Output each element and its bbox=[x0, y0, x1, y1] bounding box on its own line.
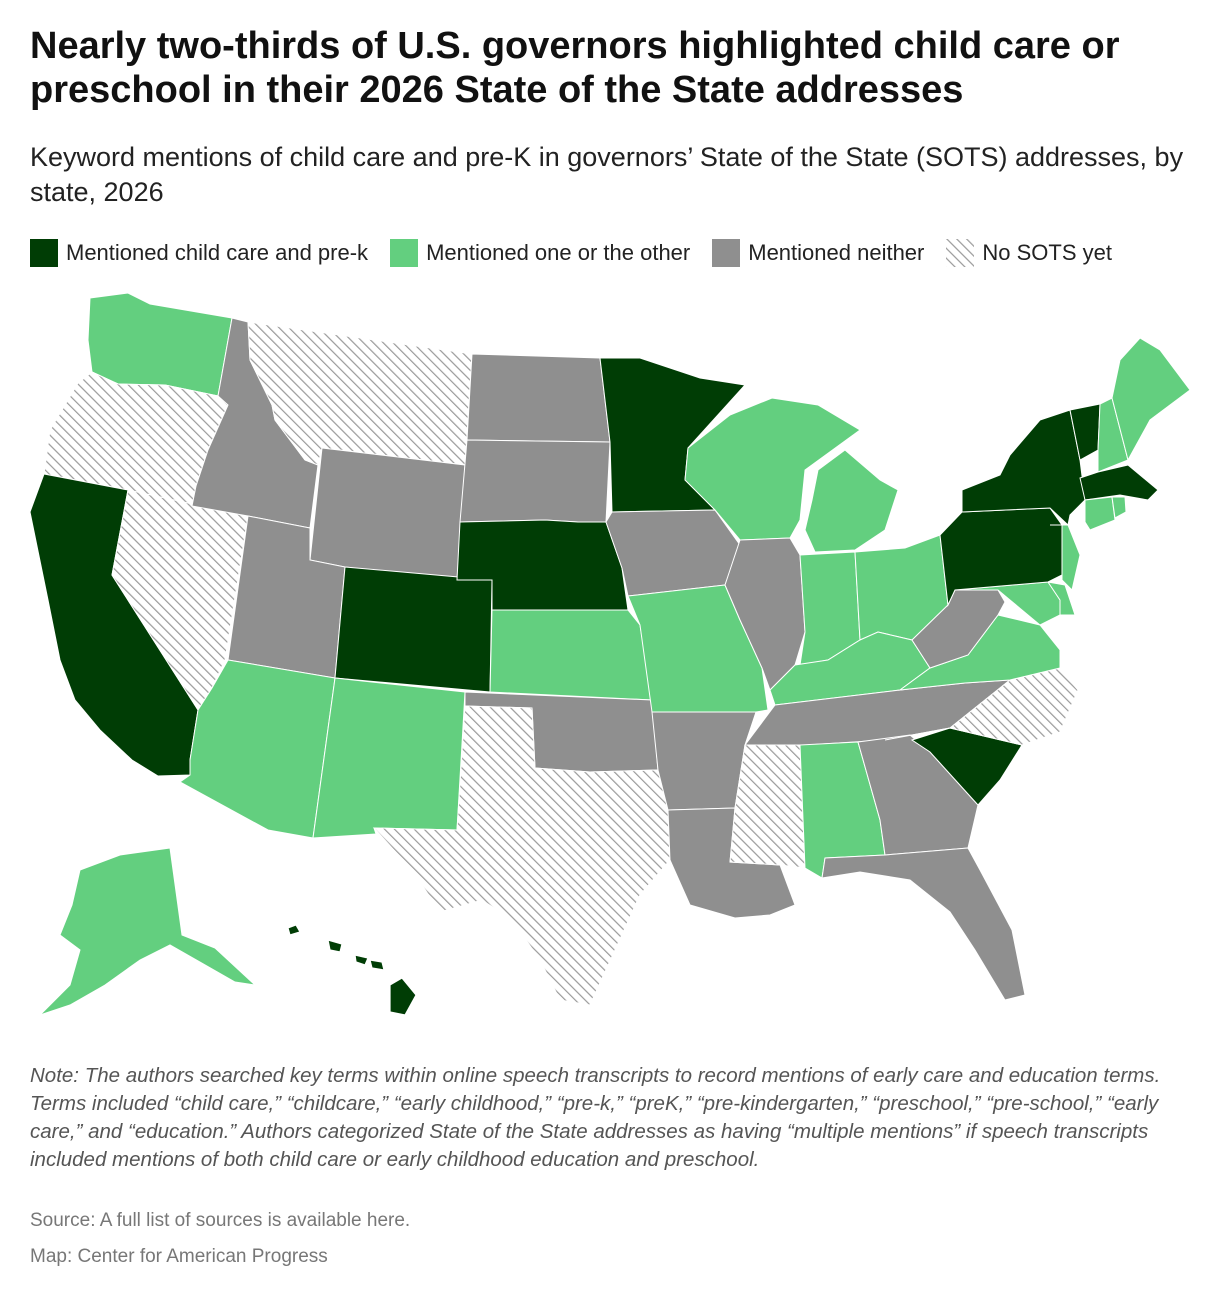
us-map bbox=[29, 292, 1191, 1016]
legend-label-none: No SOTS yet bbox=[982, 240, 1112, 265]
state-IA[interactable] bbox=[605, 509, 741, 597]
legend-swatch-none bbox=[946, 239, 975, 267]
legend-label-both: Mentioned child care and pre-k bbox=[66, 240, 369, 265]
chart-note: Note: The authors searched key terms wit… bbox=[30, 1064, 1161, 1171]
state-NC[interactable] bbox=[884, 667, 1079, 746]
state-GA[interactable] bbox=[857, 734, 979, 856]
chart-subtitle: Keyword mentions of child care and pre-K… bbox=[30, 142, 1184, 207]
legend: Mentioned child care and pre-k Mentioned… bbox=[30, 237, 1210, 269]
source-line[interactable]: Source: A full list of sources is availa… bbox=[30, 1210, 411, 1231]
state-WI[interactable] bbox=[684, 397, 861, 541]
state-HI[interactable] bbox=[287, 924, 417, 1016]
state-FL[interactable] bbox=[821, 847, 1026, 1001]
state-MI[interactable] bbox=[804, 449, 899, 553]
state-MA[interactable] bbox=[1079, 464, 1159, 501]
state-CT[interactable] bbox=[1084, 496, 1116, 531]
state-WY[interactable] bbox=[309, 447, 466, 581]
state-CO[interactable] bbox=[334, 566, 493, 693]
chart-title: Nearly two-thirds of U.S. governors high… bbox=[30, 25, 1120, 111]
state-ME[interactable] bbox=[1111, 337, 1191, 462]
legend-item-both: Mentioned child care and pre-k bbox=[30, 239, 368, 267]
legend-item-none: No SOTS yet bbox=[946, 239, 1112, 267]
state-ND[interactable] bbox=[466, 353, 611, 443]
legend-label-neither: Mentioned neither bbox=[748, 240, 925, 265]
state-RI[interactable] bbox=[1111, 496, 1127, 519]
map-credit: Map: Center for American Progress bbox=[30, 1246, 328, 1267]
state-AK[interactable] bbox=[39, 847, 257, 1016]
state-SD[interactable] bbox=[459, 439, 611, 523]
legend-item-neither: Mentioned neither bbox=[712, 239, 924, 267]
legend-swatch-both bbox=[30, 239, 58, 267]
legend-swatch-neither bbox=[712, 239, 741, 267]
state-NH[interactable] bbox=[1097, 397, 1129, 473]
state-TX[interactable] bbox=[372, 705, 671, 1006]
state-KS[interactable] bbox=[489, 609, 653, 701]
legend-label-one: Mentioned one or the other bbox=[426, 240, 691, 265]
state-NM[interactable] bbox=[312, 677, 466, 839]
state-NJ[interactable] bbox=[1050, 524, 1081, 591]
state-DE[interactable] bbox=[1046, 581, 1076, 616]
state-NY[interactable] bbox=[961, 409, 1086, 526]
legend-swatch-one bbox=[390, 239, 419, 267]
legend-item-one: Mentioned one or the other bbox=[390, 239, 690, 267]
state-NE[interactable] bbox=[456, 519, 629, 611]
